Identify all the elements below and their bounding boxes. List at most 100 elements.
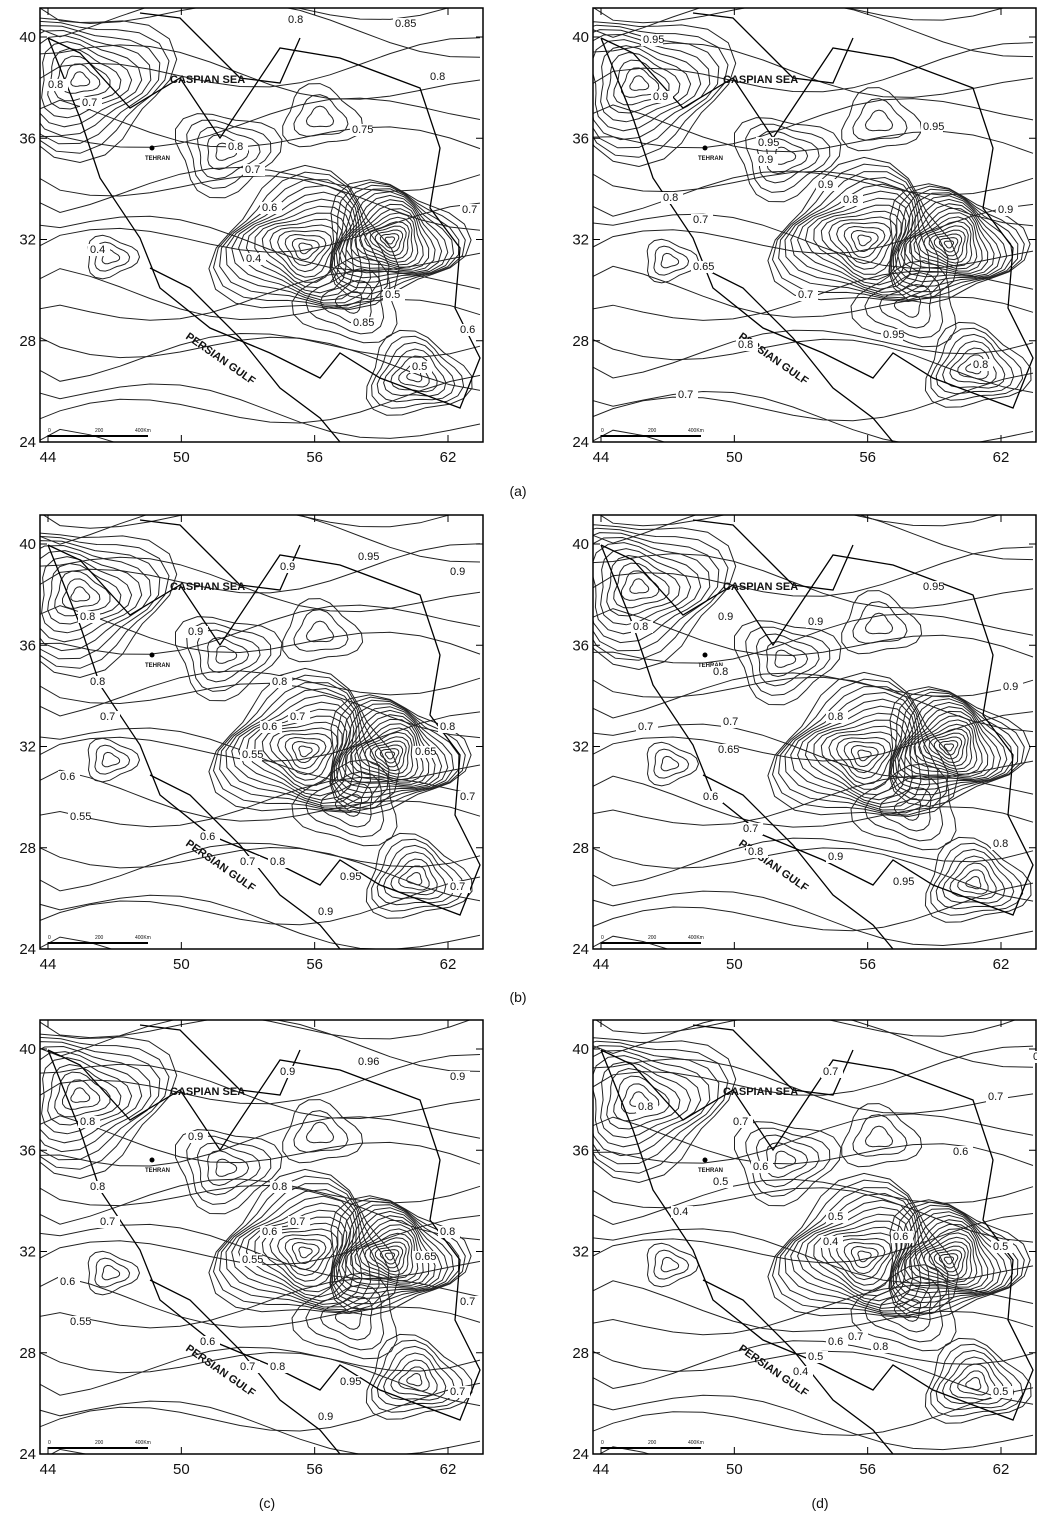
contour-line [890, 188, 1019, 293]
label-bg [278, 1066, 300, 1078]
contour-label: 0.8 [272, 1181, 287, 1193]
contour-label: 0.95 [340, 1376, 361, 1388]
contour-line [30, 443, 480, 493]
contour-label: 0.5 [385, 289, 400, 301]
contour-line [40, 550, 143, 643]
y-tick-label: 32 [572, 739, 589, 756]
contour-line [40, 428, 116, 442]
contour-label: 0.4 [673, 1206, 688, 1218]
contour-label: 0.7 [240, 1361, 255, 1373]
label-bg [316, 1411, 338, 1423]
contour-line [101, 1264, 121, 1281]
contour-line [40, 1178, 481, 1225]
contour-line [928, 732, 966, 764]
label-bg [806, 1351, 828, 1363]
contour-line [379, 748, 400, 764]
contour-line [767, 156, 959, 303]
contour-line [593, 1394, 1034, 1451]
contour-label: 0.8 [90, 1181, 105, 1193]
contour-label: 0.6 [262, 202, 277, 214]
contour-line [345, 203, 430, 270]
contour-line [593, 265, 1034, 318]
contour-line [918, 220, 973, 267]
label-bg [98, 711, 120, 723]
contour-label: 0.5 [713, 1176, 728, 1188]
label-bg [260, 202, 282, 214]
contour-label: 0.8 [738, 339, 753, 351]
contour-line [40, 1036, 170, 1170]
contour-line [593, 1228, 1034, 1284]
coastline [149, 1279, 341, 1454]
label-bg [691, 214, 713, 226]
contour-line [359, 216, 414, 263]
contour-line [42, 515, 481, 563]
contour-line [40, 604, 481, 655]
contour-line [949, 862, 997, 900]
contour-line [207, 134, 250, 171]
caption: (c) [259, 1495, 275, 1511]
label-bg [278, 561, 300, 573]
contour-label: 0.8 [638, 1101, 653, 1113]
scale-label: 400Km [135, 1440, 151, 1446]
label-bg [356, 1056, 378, 1068]
contour-line [369, 225, 407, 257]
label-bg [951, 1146, 973, 1158]
label-bg [240, 749, 262, 761]
x-tick-label: 50 [726, 449, 743, 466]
x-tick-label: 44 [593, 1461, 610, 1478]
contour-line [334, 1307, 363, 1330]
contour-line [219, 179, 380, 307]
label-bg [288, 1216, 310, 1228]
contour-line [790, 1199, 922, 1309]
contour-line [593, 890, 1034, 947]
city-label: TEHRAN [698, 156, 723, 162]
contour-label: 0.8 [633, 621, 648, 633]
contour-label: 0.8 [80, 1116, 95, 1128]
contour-line [593, 213, 1034, 269]
contour-line [269, 1228, 338, 1282]
label-bg [846, 1331, 868, 1343]
label-bg [1001, 681, 1023, 693]
contour-line [40, 99, 481, 150]
contour-line [70, 586, 91, 602]
contour-line [87, 737, 141, 783]
contour-label: 0.8 [440, 721, 455, 733]
contour-label: 0.4 [823, 1236, 838, 1248]
label-bg [641, 34, 663, 46]
contour-label: 0.7 [693, 214, 708, 226]
contour-label: 0.85 [353, 317, 374, 329]
label-bg [413, 746, 435, 758]
contour-line [893, 1299, 922, 1322]
coastline [139, 12, 301, 84]
contour-label: 0.7 [743, 823, 758, 835]
city-marker [702, 652, 708, 658]
contour-line [909, 715, 983, 775]
contour-line [878, 786, 932, 832]
label-bg [871, 1341, 893, 1353]
contour-line [30, 945, 480, 995]
contour-line [593, 515, 1001, 544]
label-bg [636, 1101, 658, 1113]
contour-line [909, 212, 983, 272]
contour-line [101, 248, 121, 265]
contour-line [593, 608, 1034, 658]
label-bg [226, 141, 248, 153]
contour-line [928, 1245, 966, 1277]
contour-line [40, 1346, 481, 1396]
contour-line [864, 1125, 894, 1148]
contour-line [359, 731, 414, 778]
contour-line [843, 225, 886, 259]
contour-line [593, 24, 729, 158]
coastline [702, 774, 894, 949]
contour-layer [593, 515, 1034, 949]
contour-line [350, 1224, 424, 1284]
contour-line [965, 875, 982, 890]
contour-line [284, 736, 327, 770]
contour-line [208, 164, 400, 311]
y-tick-label: 32 [572, 1244, 589, 1261]
contour-label: 0.95 [758, 137, 779, 149]
label-bg [891, 876, 913, 888]
contour-label: 0.5 [808, 1351, 823, 1363]
contour-line [208, 667, 400, 814]
